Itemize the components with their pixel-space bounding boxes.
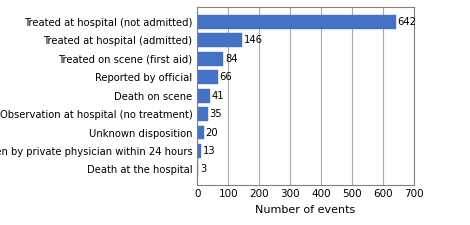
Bar [197,144,202,158]
Bar [197,15,396,29]
X-axis label: Number of events: Number of events [255,205,356,215]
Text: 35: 35 [210,109,222,119]
Bar [197,52,223,66]
Text: 20: 20 [205,128,218,137]
Text: 41: 41 [212,91,224,101]
Bar [197,126,204,140]
Text: 146: 146 [244,35,263,45]
Bar [197,33,243,47]
Bar [197,107,208,121]
Text: 84: 84 [225,54,237,64]
Text: 13: 13 [203,146,216,156]
Bar [197,89,210,103]
Text: 66: 66 [219,72,232,82]
Text: 3: 3 [200,164,206,175]
Text: 642: 642 [397,17,416,27]
Bar [197,163,198,176]
Bar [197,70,218,84]
